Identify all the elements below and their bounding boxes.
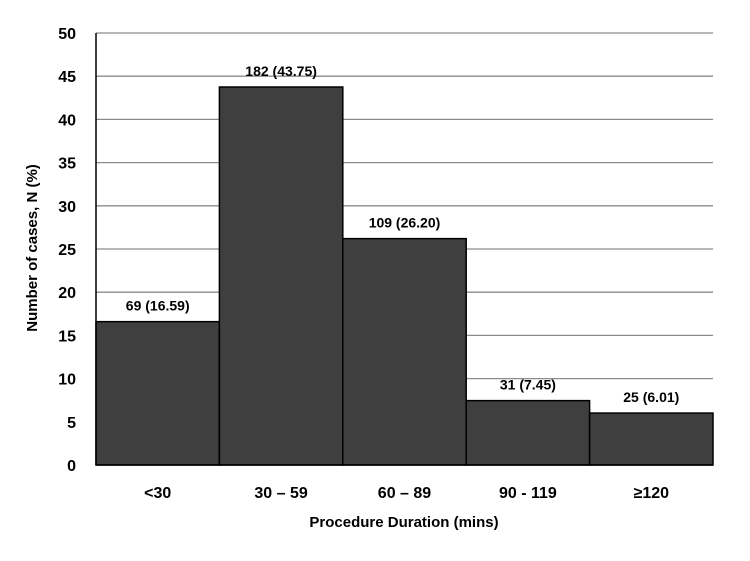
x-tick-label: 90 - 119	[499, 485, 557, 502]
y-tick-label: 25	[58, 242, 76, 259]
bar	[95, 320, 221, 466]
data-label: 109 (26.20)	[369, 215, 441, 231]
bar	[218, 86, 344, 466]
y-tick-label: 20	[58, 285, 76, 302]
y-tick-label: 15	[58, 328, 76, 345]
y-tick-label: 30	[58, 199, 76, 216]
y-tick-label: 5	[67, 415, 76, 432]
y-axis-title: Number of cases, N (%)	[24, 164, 41, 332]
bar	[588, 412, 714, 466]
data-labels: 69 (16.59) 182 (43.75) 109 (26.20) 31 (7.45…	[126, 63, 680, 405]
x-tick-label: ≥120	[634, 485, 670, 502]
data-label: 25 (6.01)	[623, 389, 679, 405]
x-tick-label: 60 – 89	[378, 485, 431, 502]
data-label: 31 (7.45)	[500, 377, 556, 393]
bars	[95, 86, 714, 466]
y-tick-label: 45	[58, 69, 76, 86]
y-tick-label: 50	[58, 26, 76, 43]
y-tick-label: 40	[58, 112, 76, 129]
y-tick-label: 0	[67, 458, 76, 475]
x-tick-label: <30	[144, 485, 171, 502]
x-axis-title: Procedure Duration (mins)	[309, 514, 498, 531]
y-tick-labels: 0 5 10 15 20 25 30 35 40 45 50	[58, 26, 76, 475]
x-tick-label: 30 – 59	[254, 485, 307, 502]
data-label: 69 (16.59)	[126, 298, 190, 314]
y-tick-label: 35	[58, 156, 76, 173]
bar	[465, 399, 591, 466]
bar	[342, 237, 467, 466]
x-tick-labels: <30 30 – 59 60 – 89 90 - 119 ≥120	[144, 485, 669, 502]
y-tick-label: 10	[58, 372, 76, 389]
data-label: 182 (43.75)	[245, 63, 317, 79]
